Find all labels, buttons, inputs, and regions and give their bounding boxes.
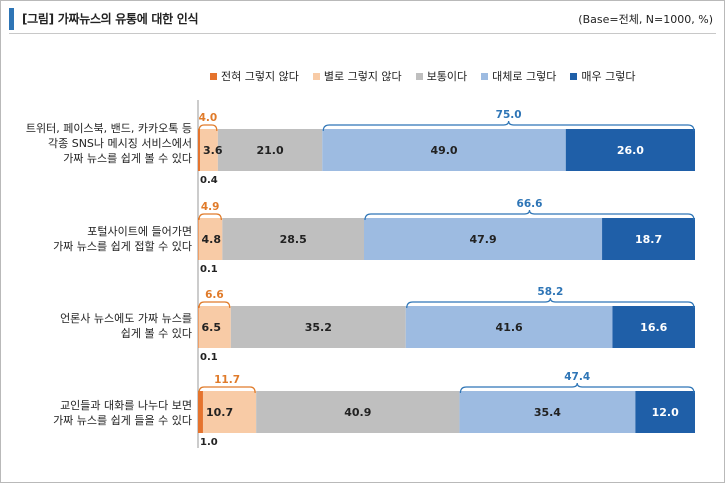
- bar-value-label: 4.8: [201, 233, 221, 246]
- positive-total-brace: [322, 120, 695, 132]
- bar-value-label: 35.2: [305, 321, 332, 334]
- bar-segment-neutral: [217, 129, 323, 171]
- negative-total-label: 4.0: [199, 112, 218, 124]
- bar-segment-not-at-all: [198, 391, 203, 433]
- legend-item-somewhat: 대체로 그렇다: [481, 68, 556, 84]
- base-note: (Base=전체, N=1000, %): [578, 13, 713, 26]
- bar-value-label: 49.0: [430, 144, 457, 157]
- bar-segment-very: [612, 306, 695, 348]
- legend-label: 매우 그렇다: [581, 70, 636, 83]
- bar-segment-not-at-all: [198, 306, 199, 348]
- bar-value-label: 6.5: [201, 321, 221, 334]
- legend-item-very: 매우 그렇다: [570, 68, 636, 84]
- title-accent-bar: [9, 8, 14, 30]
- bar-value-label-not-at-all: 0.1: [200, 352, 218, 363]
- bar-value-label-not-at-all: 0.4: [200, 175, 218, 186]
- negative-total-label: 11.7: [214, 374, 240, 386]
- bar-segment-somewhat: [459, 391, 636, 433]
- bar-value-label: 47.9: [469, 233, 496, 246]
- legend-item-not-at-all: 전혀 그렇지 않다: [210, 68, 299, 84]
- legend-label: 보통이다: [426, 70, 468, 83]
- category-label-press: 언론사 뉴스에도 가짜 뉴스를 쉽게 볼 수 있다: [60, 312, 192, 340]
- positive-total-label: 58.2: [537, 286, 563, 298]
- negative-total-brace: [198, 124, 218, 132]
- bar-segment-neutral: [256, 391, 460, 433]
- bar-segment-somewhat: [363, 218, 603, 260]
- bar-segment-not-really: [198, 218, 223, 260]
- bar-value-label: 12.0: [652, 406, 679, 419]
- bar-value-label: 35.4: [534, 406, 561, 419]
- legend-label: 전혀 그렇지 않다: [221, 70, 299, 83]
- bar-segment-not-really: [198, 306, 231, 348]
- bar-segment-not-really: [199, 129, 218, 171]
- negative-total-brace: [198, 386, 256, 394]
- legend-label: 대체로 그렇다: [492, 70, 557, 83]
- legend-swatch: [570, 72, 578, 80]
- bar-value-label: 26.0: [617, 144, 644, 157]
- negative-total-label: 6.6: [205, 289, 224, 301]
- bar-segment-not-really: [202, 391, 257, 433]
- legend-swatch: [312, 72, 320, 80]
- category-label-church: 교인들과 대화를 나누다 보면 가짜 뉴스를 쉽게 들을 수 있다: [53, 399, 192, 427]
- legend: 전혀 그렇지 않다 별로 그렇지 않다 보통이다 대체로 그렇다 매우 그렇다: [210, 68, 636, 84]
- bar-segment-neutral: [230, 306, 406, 348]
- legend-label: 별로 그렇지 않다: [323, 70, 402, 83]
- positive-total-label: 66.6: [517, 198, 543, 210]
- positive-total-label: 47.4: [564, 371, 590, 383]
- bar-segment-very: [602, 218, 695, 260]
- bar-value-label: 41.6: [496, 321, 523, 334]
- positive-total-brace: [459, 382, 695, 394]
- bar-value-label-not-at-all: 1.0: [200, 437, 218, 448]
- category-label-sns: 트위터, 페이스북, 밴드, 카카오톡 등 각종 SNS나 메시징 서비스에서 …: [25, 122, 192, 165]
- bar-value-label: 21.0: [256, 144, 283, 157]
- positive-total-brace: [364, 209, 695, 221]
- negative-total-brace: [198, 213, 222, 221]
- chart-title: [그림] 가짜뉴스의 유통에 대한 인식: [22, 12, 199, 26]
- legend-swatch: [210, 72, 217, 80]
- bar-segment-not-at-all: [198, 218, 199, 260]
- bar-segment-not-at-all: [198, 129, 200, 171]
- negative-total-label: 4.9: [201, 201, 220, 213]
- bar-segment-neutral: [222, 218, 364, 260]
- bar-value-label: 28.5: [280, 233, 307, 246]
- bar-value-label: 40.9: [344, 406, 371, 419]
- bar-segment-very: [565, 129, 695, 171]
- positive-total-label: 75.0: [496, 109, 522, 121]
- legend-item-neutral: 보통이다: [415, 68, 468, 84]
- negative-total-brace: [198, 301, 231, 309]
- bar-value-label: 3.6: [203, 144, 223, 157]
- bar-value-label: 10.7: [206, 406, 233, 419]
- bar-value-label-not-at-all: 0.1: [200, 264, 218, 275]
- bar-value-label: 18.7: [635, 233, 662, 246]
- legend-item-not-really: 별로 그렇지 않다: [312, 68, 402, 84]
- bar-segment-somewhat: [322, 129, 566, 171]
- bar-segment-very: [635, 391, 695, 433]
- bar-value-label: 16.6: [640, 321, 667, 334]
- bar-segment-somewhat: [405, 306, 613, 348]
- positive-total-brace: [406, 297, 695, 309]
- category-label-portal: 포털사이트에 들어가면 가짜 뉴스를 쉽게 접할 수 있다: [53, 225, 192, 253]
- title-divider: [9, 33, 716, 34]
- legend-swatch: [415, 72, 423, 80]
- legend-swatch: [481, 72, 489, 80]
